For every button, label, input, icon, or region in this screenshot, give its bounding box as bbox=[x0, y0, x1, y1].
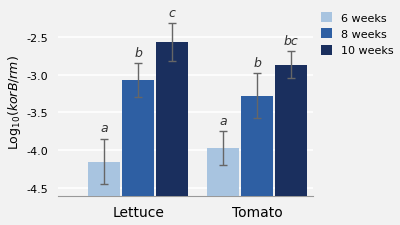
Bar bbox=[88, 162, 120, 196]
Text: bc: bc bbox=[284, 34, 298, 47]
Bar bbox=[207, 148, 239, 196]
Y-axis label: Log$_{10}$($korB/rm$): Log$_{10}$($korB/rm$) bbox=[6, 54, 22, 149]
Bar bbox=[122, 81, 154, 196]
Bar bbox=[275, 65, 307, 196]
Text: a: a bbox=[100, 122, 108, 135]
Legend: 6 weeks, 8 weeks, 10 weeks: 6 weeks, 8 weeks, 10 weeks bbox=[321, 13, 394, 56]
Text: c: c bbox=[169, 7, 176, 19]
Bar bbox=[241, 96, 273, 196]
Bar bbox=[156, 43, 188, 196]
Text: b: b bbox=[253, 56, 261, 69]
Text: a: a bbox=[219, 114, 227, 127]
Text: b: b bbox=[134, 46, 142, 59]
